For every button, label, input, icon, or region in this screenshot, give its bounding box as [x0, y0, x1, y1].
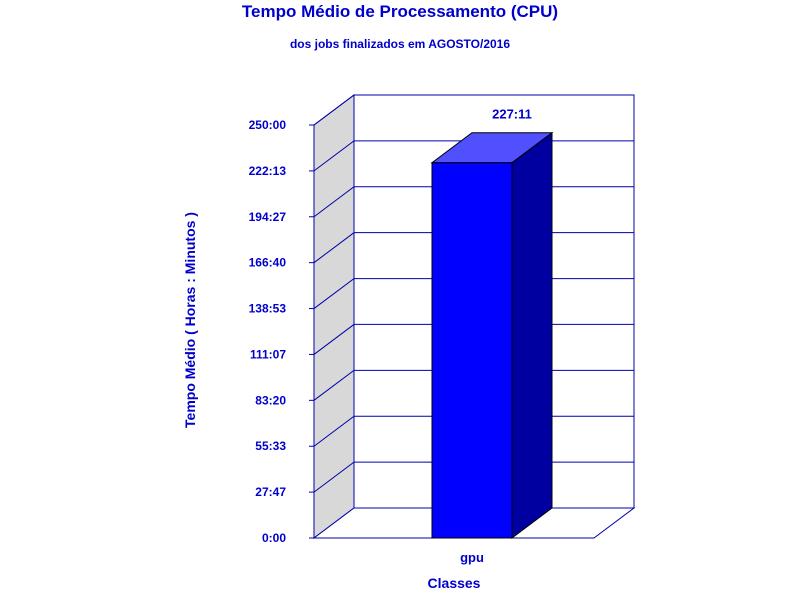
y-tick-label: 27:47: [255, 485, 286, 499]
y-axis-title: Tempo Médio ( Horas : Minutos ): [182, 212, 198, 428]
bar: [431, 162, 513, 539]
data-label: 227:11: [492, 107, 532, 122]
bar-side: [511, 131, 553, 539]
y-tick-label: 83:20: [255, 393, 286, 407]
gridline: [313, 94, 634, 126]
side-wall: [313, 94, 355, 539]
y-tick-label: 194:27: [249, 210, 287, 224]
y-tick-label: 222:13: [249, 164, 287, 178]
y-tick-label: 138:53: [249, 302, 287, 316]
chart-title: Tempo Médio de Processamento (CPU): [242, 2, 558, 21]
y-tick-label: 250:00: [249, 118, 287, 132]
x-tick-label: gpu: [460, 550, 484, 565]
y-tick-label: 111:07: [250, 347, 286, 361]
plot-area: 0:00 27:47 55:33 83:20 111:07 138:53 166:40 194…: [249, 94, 636, 565]
y-tick-label: 166:40: [249, 256, 287, 270]
chart-subtitle: dos jobs finalizados em AGOSTO/2016: [290, 37, 510, 51]
y-tick-label: 0:00: [262, 531, 286, 545]
x-axis-title: Classes: [428, 575, 481, 591]
y-tick-label: 55:33: [255, 439, 286, 453]
